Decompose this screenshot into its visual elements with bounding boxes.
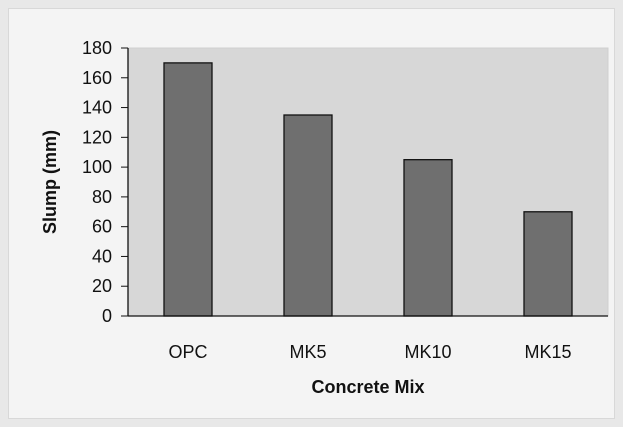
y-tick-label: 180: [82, 38, 112, 58]
y-tick-label: 100: [82, 157, 112, 177]
x-tick-label: MK10: [404, 342, 451, 362]
x-tick-label: MK15: [524, 342, 571, 362]
bar-mk5: [283, 114, 333, 317]
y-axis-title: Slump (mm): [40, 130, 60, 234]
y-tick-label: 120: [82, 127, 112, 147]
x-ticks-layer: OPC MK5 MK10 MK15: [168, 342, 571, 362]
bar-opc: [163, 62, 213, 317]
bar-mk10: [403, 159, 453, 317]
x-axis-title: Concrete Mix: [311, 377, 424, 397]
x-tick-label: MK5: [289, 342, 326, 362]
bar-mk15: [523, 211, 573, 317]
y-tick-label: 0: [102, 306, 112, 326]
x-tick-label: OPC: [168, 342, 207, 362]
y-tick-label: 140: [82, 98, 112, 118]
y-tick-label: 60: [92, 217, 112, 237]
y-ticks-layer: 0 20 40 60 80 100 120 140 160 180: [82, 38, 128, 326]
y-tick-label: 40: [92, 246, 112, 266]
y-tick-label: 160: [82, 68, 112, 88]
bars-layer: [163, 62, 573, 317]
y-tick-label: 80: [92, 187, 112, 207]
y-tick-label: 20: [92, 276, 112, 296]
